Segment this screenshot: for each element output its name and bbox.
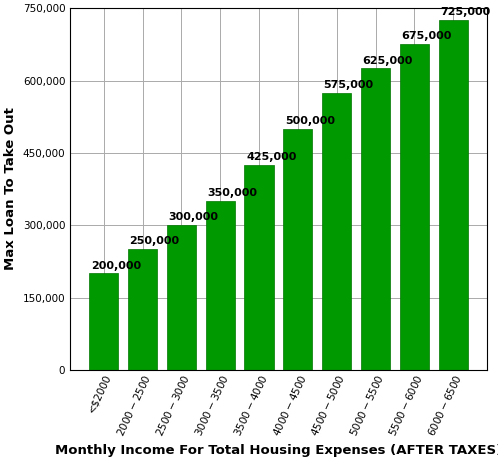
Text: 725,000: 725,000 (440, 7, 491, 18)
Text: 250,000: 250,000 (129, 236, 180, 247)
Bar (128, 249, 157, 370)
Text: 300,000: 300,000 (168, 213, 218, 222)
Text: 500,000: 500,000 (285, 116, 335, 126)
Bar (245, 165, 273, 370)
Text: 575,000: 575,000 (324, 80, 374, 90)
Text: 675,000: 675,000 (401, 31, 452, 41)
Bar (400, 44, 429, 370)
Bar (439, 20, 468, 370)
Bar (361, 68, 390, 370)
Text: 425,000: 425,000 (246, 152, 296, 162)
Text: 625,000: 625,000 (363, 56, 413, 65)
Bar (89, 273, 118, 370)
Text: 350,000: 350,000 (207, 188, 257, 198)
X-axis label: Monthly Income For Total Housing Expenses (AFTER TAXES): Monthly Income For Total Housing Expense… (55, 444, 498, 457)
Bar (283, 129, 312, 370)
Text: 200,000: 200,000 (91, 260, 141, 271)
Bar (206, 201, 235, 370)
Bar (167, 225, 196, 370)
Bar (322, 93, 351, 370)
Y-axis label: Max Loan To Take Out: Max Loan To Take Out (4, 107, 17, 271)
